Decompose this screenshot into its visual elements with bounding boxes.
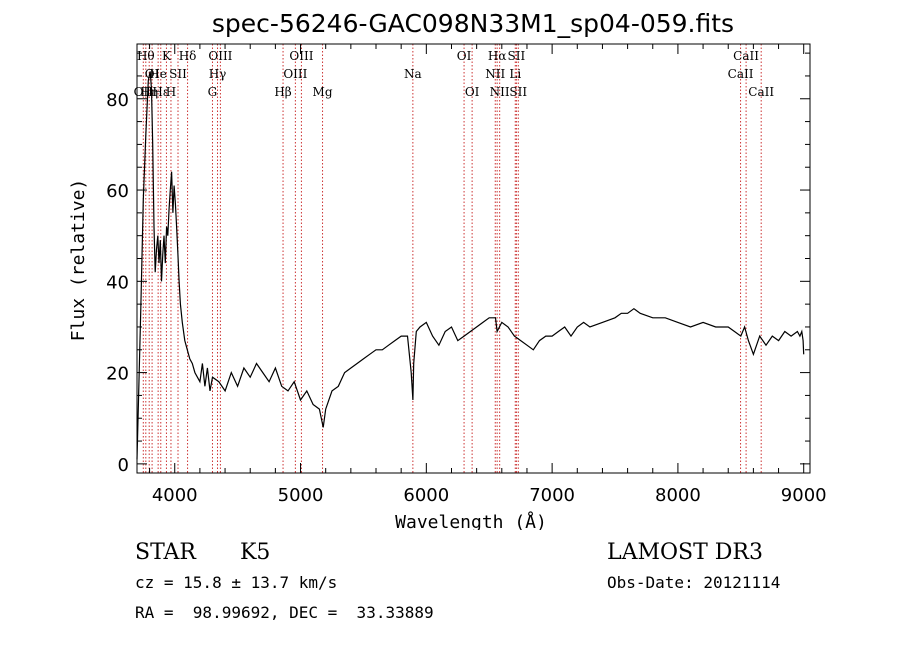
y-tick-label-3: 60: [106, 181, 129, 202]
line-label-24: SII: [508, 49, 526, 63]
y-tick-label-2: 40: [106, 272, 129, 293]
survey-name: LAMOST DR3: [607, 540, 763, 565]
line-label-12: OIII: [208, 49, 232, 63]
line-label-7: H: [166, 85, 176, 99]
chart-title: spec-56246-GAC098N33M1_sp04-059.fits: [212, 9, 734, 38]
x-tick-label-4: 8000: [655, 485, 701, 506]
x-axis-label: Wavelength (Å): [395, 511, 547, 530]
y-axis-label: Flux (relative): [68, 179, 89, 342]
line-label-10: G: [208, 85, 218, 99]
plot-area: [136, 43, 811, 474]
line-label-19: OI: [465, 85, 480, 99]
plot-frame: [136, 43, 811, 474]
line-label-27: CaII: [733, 49, 759, 63]
x-axis-ticks: 4000 5000 6000 7000 8000 9000: [149, 44, 827, 506]
y-tick-label-0: 0: [118, 455, 129, 476]
line-label-1: Hθ: [137, 49, 155, 63]
line-label-22: NII: [490, 85, 510, 99]
line-label-0: OII: [134, 85, 154, 99]
line-label-11: Hγ: [209, 67, 227, 81]
x-tick-label-3: 7000: [529, 485, 575, 506]
line-markers: [142, 44, 762, 473]
line-label-5: Hε: [152, 85, 169, 99]
line-label-16: Mg: [313, 85, 333, 99]
line-label-26: CaII: [728, 67, 754, 81]
line-label-20: NII: [485, 67, 505, 81]
y-tick-label-4: 80: [106, 90, 129, 111]
line-labels: OIIHθHηOIHeHεKHSIIHδGHγOIIIHβOIIIOIIIMgN…: [134, 49, 775, 99]
line-label-18: OI: [457, 49, 472, 63]
x-tick-label-1: 5000: [278, 485, 324, 506]
y-axis-ticks: 0 20 40 60 80: [106, 52, 810, 476]
line-label-25: SII: [509, 85, 527, 99]
x-tick-label-0: 4000: [152, 485, 198, 506]
line-label-14: OIII: [283, 67, 307, 81]
spectrum-chart: spec-56246-GAC098N33M1_sp04-059.fits 400…: [68, 9, 827, 530]
x-tick-label-5: 9000: [781, 485, 827, 506]
x-tick-label-2: 6000: [403, 485, 449, 506]
line-label-28: CaII: [748, 85, 774, 99]
redshift-readout: cz = 15.8 ± 13.7 km/s: [135, 573, 338, 592]
line-label-21: Hα: [488, 49, 507, 63]
line-label-4: He: [149, 67, 167, 81]
line-label-13: Hβ: [274, 85, 291, 99]
line-label-23: Li: [509, 67, 521, 81]
line-label-9: Hδ: [179, 49, 197, 63]
line-label-17: Na: [404, 67, 422, 81]
y-tick-label-1: 20: [106, 364, 129, 385]
object-class: STAR: [135, 540, 196, 565]
line-label-6: K: [162, 49, 172, 63]
spectrum-line: [136, 71, 805, 460]
object-subclass: K5: [240, 540, 271, 565]
line-label-3: OI: [145, 67, 160, 81]
line-label-2: Hη: [140, 85, 158, 99]
observation-date: Obs-Date: 20121114: [607, 573, 781, 592]
coordinates-readout: RA = 98.99692, DEC = 33.33889: [135, 603, 434, 622]
line-label-8: SII: [169, 67, 187, 81]
line-label-15: OIII: [289, 49, 313, 63]
